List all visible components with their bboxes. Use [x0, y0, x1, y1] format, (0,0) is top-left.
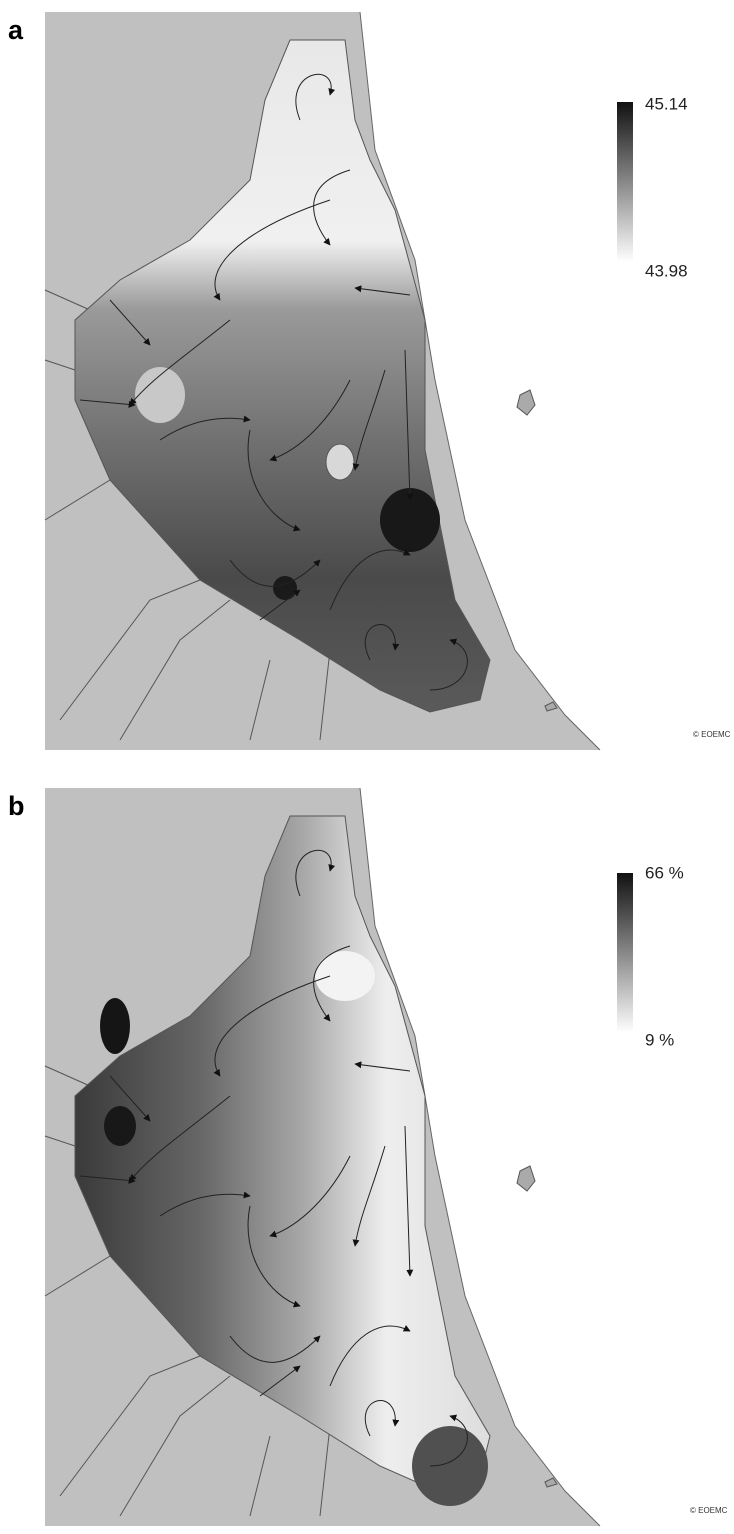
- panel-b: b 66 % 9 % © EOEMC: [8, 788, 728, 1526]
- figure: a 45.14 43.98 © EOEMC b 66 % 9 % © EOEMC: [0, 0, 734, 1529]
- credit: © EOEMC: [690, 1506, 728, 1515]
- panel-a: a 45.14 43.98 © EOEMC: [8, 12, 731, 750]
- color-bar: [617, 102, 633, 262]
- legend-min: 43.98: [645, 261, 688, 280]
- legend-max: 66 %: [645, 863, 684, 882]
- credit: © EOEMC: [693, 730, 731, 739]
- panel-label: b: [8, 791, 25, 821]
- color-bar: [617, 873, 633, 1033]
- legend-min: 9 %: [645, 1030, 674, 1049]
- panel-label: a: [8, 15, 24, 45]
- legend-max: 45.14: [645, 94, 688, 113]
